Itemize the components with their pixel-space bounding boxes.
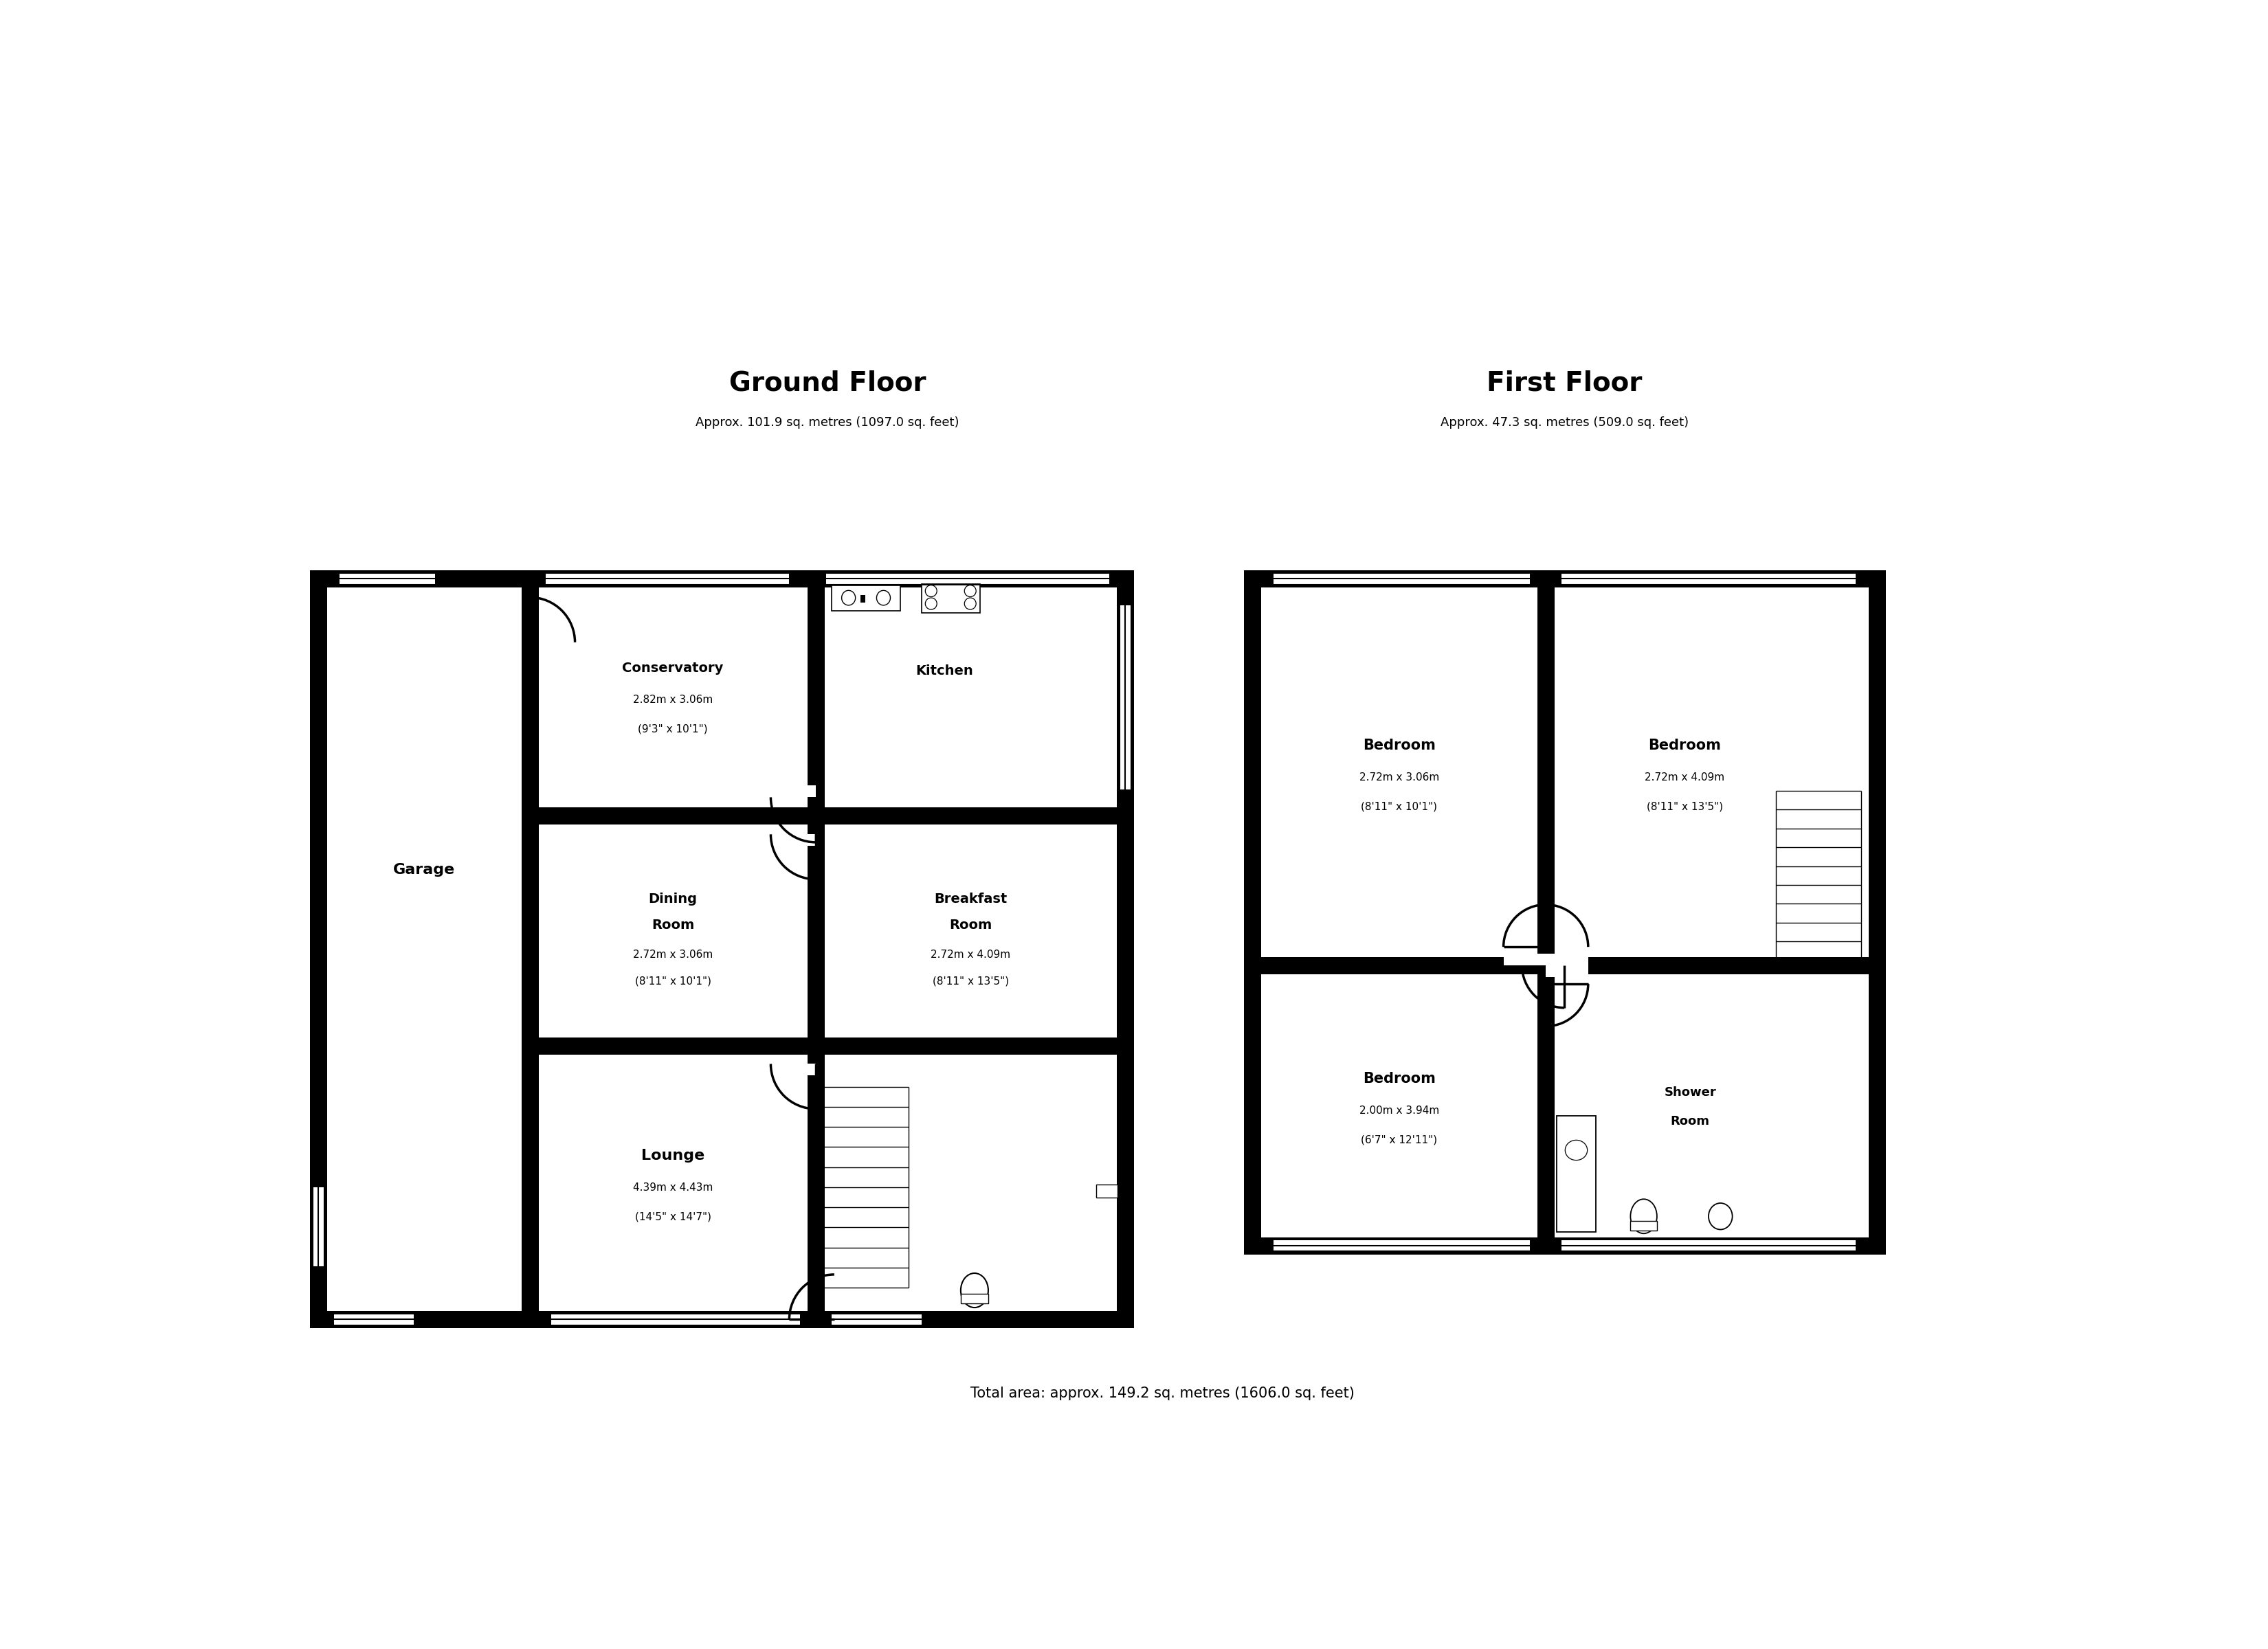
Bar xyxy=(826,1055,1114,1309)
Bar xyxy=(962,1294,989,1304)
Text: Room: Room xyxy=(948,918,991,932)
Bar xyxy=(1547,965,1588,978)
Bar xyxy=(826,589,1114,805)
Bar xyxy=(1556,976,1867,1235)
Circle shape xyxy=(964,585,975,597)
Bar xyxy=(340,572,435,585)
Text: (9'3" x 10'1"): (9'3" x 10'1") xyxy=(637,724,708,734)
Text: (8'11" x 13'5"): (8'11" x 13'5") xyxy=(932,976,1009,986)
Ellipse shape xyxy=(1565,1139,1588,1161)
Circle shape xyxy=(925,585,937,597)
Bar xyxy=(547,572,789,585)
Bar xyxy=(531,579,1125,1319)
Text: 2.72m x 4.09m: 2.72m x 4.09m xyxy=(1644,772,1724,783)
Text: (6'7" x 12'11"): (6'7" x 12'11") xyxy=(1361,1135,1438,1144)
Text: Lounge: Lounge xyxy=(642,1149,705,1163)
Bar xyxy=(1563,572,1855,585)
Text: (8'11" x 10'1"): (8'11" x 10'1") xyxy=(635,976,710,986)
Bar xyxy=(771,834,816,846)
Ellipse shape xyxy=(875,590,891,605)
Bar xyxy=(1275,1240,1531,1252)
Bar xyxy=(318,579,531,1319)
Bar xyxy=(771,1064,816,1075)
Bar xyxy=(318,579,531,1319)
Bar xyxy=(540,589,805,805)
Bar xyxy=(1547,953,1588,965)
Bar xyxy=(531,579,1125,1319)
Bar xyxy=(1563,1240,1855,1252)
Bar xyxy=(540,1055,805,1309)
Text: Room: Room xyxy=(651,918,694,932)
Bar xyxy=(771,785,816,798)
Bar xyxy=(333,1314,413,1326)
Bar xyxy=(1120,605,1132,790)
Bar xyxy=(1095,1184,1118,1197)
Bar xyxy=(1556,589,1867,955)
Bar xyxy=(329,589,519,1309)
Text: Bedroom: Bedroom xyxy=(1649,739,1721,752)
Text: 4.39m x 4.43m: 4.39m x 4.43m xyxy=(633,1182,712,1192)
Bar xyxy=(1252,579,1878,1245)
Text: (14'5" x 14'7"): (14'5" x 14'7") xyxy=(635,1212,710,1222)
Text: 2.82m x 3.06m: 2.82m x 3.06m xyxy=(633,694,712,706)
Circle shape xyxy=(925,599,937,610)
Bar xyxy=(826,826,1114,1036)
Text: Breakfast: Breakfast xyxy=(934,892,1007,905)
Ellipse shape xyxy=(1708,1204,1733,1230)
Bar xyxy=(921,584,980,613)
Text: Garage: Garage xyxy=(392,862,456,877)
Ellipse shape xyxy=(841,590,855,605)
Bar xyxy=(1263,589,1535,955)
Text: 2.00m x 3.94m: 2.00m x 3.94m xyxy=(1359,1105,1438,1116)
Text: First Floor: First Floor xyxy=(1488,369,1642,396)
Text: Conservatory: Conservatory xyxy=(621,661,723,674)
Text: Kitchen: Kitchen xyxy=(916,665,973,678)
Bar xyxy=(1504,953,1547,965)
Text: Room: Room xyxy=(1672,1115,1710,1128)
Text: Bedroom: Bedroom xyxy=(1363,1072,1436,1085)
Ellipse shape xyxy=(962,1273,989,1308)
Text: Dining: Dining xyxy=(649,892,696,905)
Bar xyxy=(832,1314,921,1326)
Text: (8'11" x 10'1"): (8'11" x 10'1") xyxy=(1361,801,1438,811)
Text: Shower: Shower xyxy=(1665,1087,1717,1098)
Bar xyxy=(313,1187,324,1266)
Text: Approx. 47.3 sq. metres (509.0 sq. feet): Approx. 47.3 sq. metres (509.0 sq. feet) xyxy=(1440,417,1690,429)
Ellipse shape xyxy=(1631,1199,1658,1233)
Text: 2.72m x 3.06m: 2.72m x 3.06m xyxy=(1359,772,1438,783)
Bar xyxy=(860,595,864,602)
Bar xyxy=(551,1314,801,1326)
Bar xyxy=(1631,1220,1658,1230)
Bar xyxy=(826,572,1109,585)
Bar xyxy=(1252,579,1878,1245)
Text: Approx. 101.9 sq. metres (1097.0 sq. feet): Approx. 101.9 sq. metres (1097.0 sq. fee… xyxy=(696,417,959,429)
Text: Ground Floor: Ground Floor xyxy=(730,369,925,396)
Text: 2.72m x 3.06m: 2.72m x 3.06m xyxy=(633,950,712,960)
Bar xyxy=(1547,965,1588,978)
Bar xyxy=(1556,1116,1597,1232)
Circle shape xyxy=(964,599,975,610)
Bar xyxy=(1263,976,1535,1235)
Text: Total area: approx. 149.2 sq. metres (1606.0 sq. feet): Total area: approx. 149.2 sq. metres (16… xyxy=(971,1387,1354,1400)
Bar xyxy=(540,826,805,1036)
Bar xyxy=(1275,572,1531,585)
Text: (8'11" x 13'5"): (8'11" x 13'5") xyxy=(1647,801,1724,811)
Bar xyxy=(832,585,900,610)
Text: Bedroom: Bedroom xyxy=(1363,739,1436,752)
Text: 2.72m x 4.09m: 2.72m x 4.09m xyxy=(930,950,1012,960)
